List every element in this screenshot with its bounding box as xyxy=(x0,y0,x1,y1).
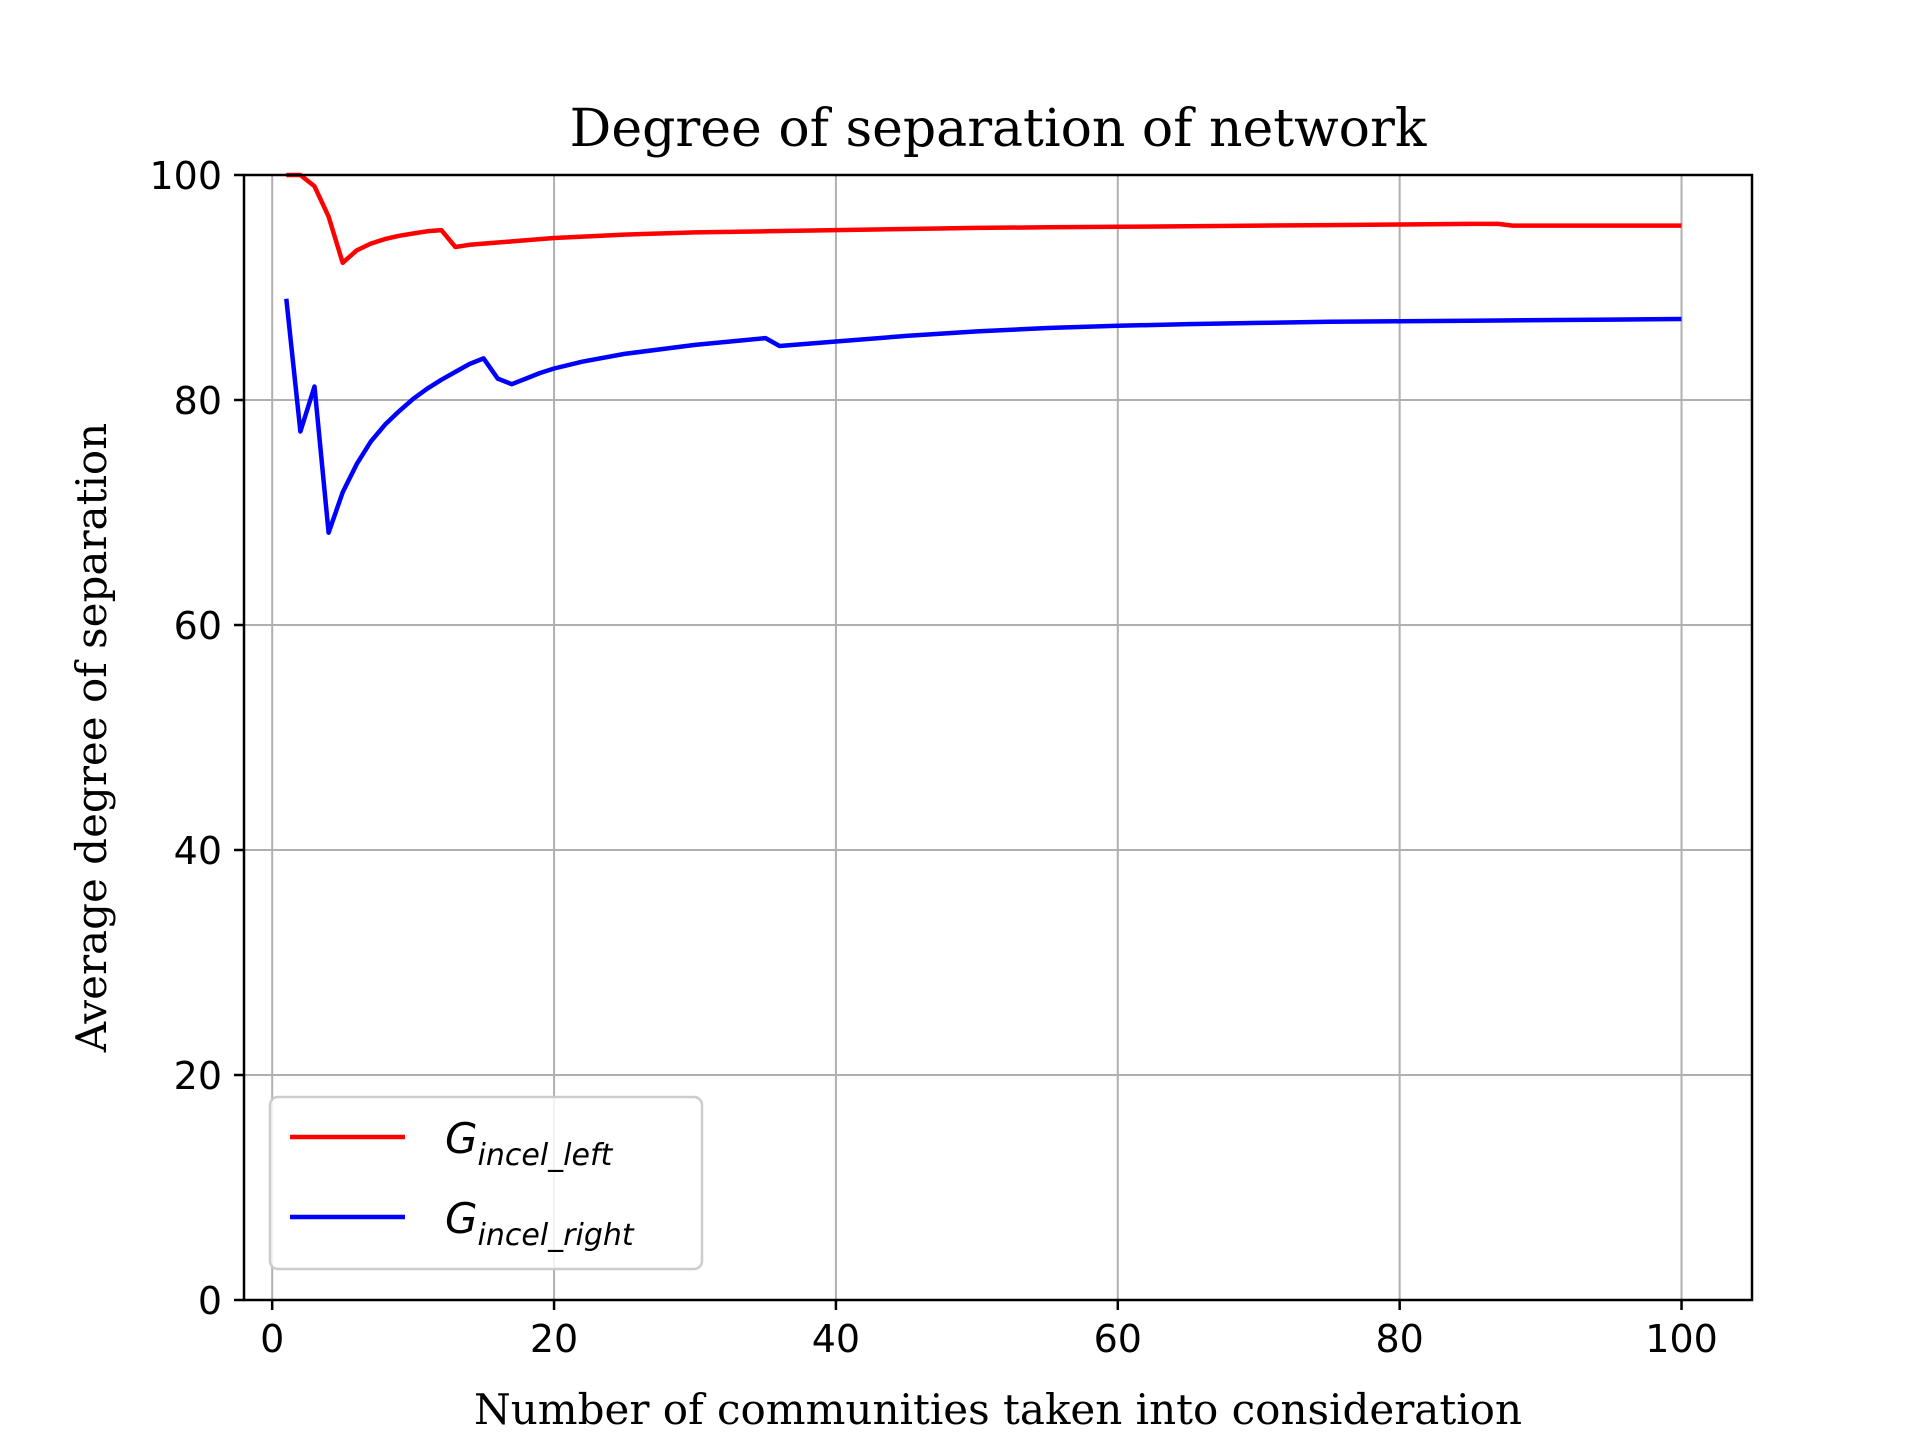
x-tick-label: 0 xyxy=(260,1317,284,1361)
x-tick-label: 40 xyxy=(812,1317,860,1361)
y-axis-label: Average degree of separation xyxy=(67,423,116,1053)
legend-label-subscript: incel_left xyxy=(478,1138,614,1173)
legend-label-main: G xyxy=(445,1114,478,1163)
x-tick-label: 20 xyxy=(530,1317,578,1361)
x-axis-label: Number of communities taken into conside… xyxy=(474,1385,1522,1434)
chart-title: Degree of separation of network xyxy=(570,99,1427,159)
y-tick-label: 60 xyxy=(174,604,222,648)
y-tick-label: 80 xyxy=(174,379,222,423)
y-axis: 0 20 40 60 80 100 xyxy=(149,154,244,1323)
y-tick-label: 40 xyxy=(174,829,222,873)
y-tick-label: 20 xyxy=(174,1054,222,1098)
legend-label: Gincel_left xyxy=(445,1114,614,1173)
x-tick-label: 100 xyxy=(1645,1317,1718,1361)
legend-label-main: G xyxy=(445,1194,478,1243)
legend-box xyxy=(268,1095,704,1271)
legend-label: Gincel_right xyxy=(445,1194,635,1253)
series-layer xyxy=(284,172,1682,535)
series-line-incel-left xyxy=(286,172,1682,266)
x-tick-label: 80 xyxy=(1375,1317,1423,1361)
y-tick-label: 100 xyxy=(149,154,222,198)
plot-frame xyxy=(242,173,1754,1302)
y-tick-label: 0 xyxy=(198,1279,222,1323)
series-line-incel-right xyxy=(284,298,1682,535)
x-axis: 0 20 40 60 80 100 xyxy=(260,1300,1718,1361)
x-tick-label: 60 xyxy=(1094,1317,1142,1361)
legend-label-subscript: incel_right xyxy=(478,1218,635,1253)
